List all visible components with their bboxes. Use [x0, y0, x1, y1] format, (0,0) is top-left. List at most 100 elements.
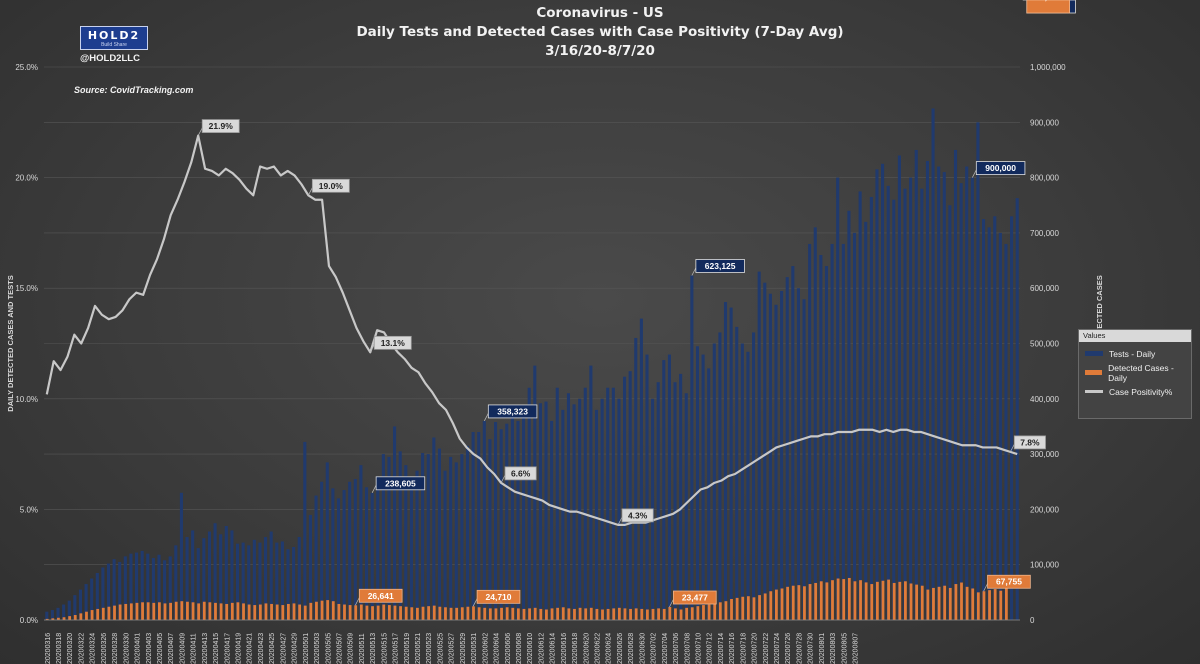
cases-bar: [169, 602, 172, 620]
tests-bar: [611, 387, 615, 620]
cases-bar: [219, 603, 223, 620]
tests-bar: [247, 545, 251, 620]
cases-bar: [601, 609, 604, 620]
cases-data-label: 24,710: [486, 592, 512, 602]
cases-bar: [993, 589, 997, 620]
cases-bar: [163, 603, 167, 620]
cases-bar: [724, 601, 728, 620]
positivity-label: 4.3%: [628, 510, 648, 520]
legend-title: Values: [1079, 330, 1191, 342]
tests-bar: [875, 169, 879, 620]
tests-bar: [241, 542, 245, 620]
tests-bar: [426, 454, 430, 620]
title-line-1: Coronavirus - US: [536, 5, 664, 21]
cases-bar: [225, 603, 229, 620]
cases-bar: [287, 603, 290, 620]
tests-bar: [286, 549, 290, 620]
tests-bar: [533, 365, 537, 620]
x-tick-label: 20200322: [78, 633, 85, 664]
tests-bar: [488, 439, 492, 620]
cases-bar: [932, 587, 935, 620]
cases-bar: [337, 603, 341, 620]
tests-bar: [151, 558, 155, 620]
cases-bar: [915, 584, 919, 620]
tests-bar: [561, 409, 565, 620]
tests-bar: [314, 495, 318, 620]
x-tick-label: 20200730: [808, 633, 815, 664]
tests-data-label-box: [695, 259, 745, 273]
cases-bar: [674, 608, 677, 620]
tests-bar: [230, 530, 234, 620]
tests-bar: [292, 547, 296, 620]
cases-bar: [943, 585, 947, 620]
cases-bar: [157, 602, 161, 620]
x-tick-label: 20200807: [853, 633, 860, 664]
left-axis-tick: 25.0%: [15, 63, 38, 72]
tests-bar: [566, 393, 571, 620]
chart-legend: Values Tests - Daily Detected Cases - Da…: [1078, 329, 1192, 419]
cases-bar: [444, 607, 447, 620]
tests-bar: [123, 556, 127, 620]
cases-bar: [545, 609, 548, 620]
cases-bar: [253, 605, 257, 620]
x-tick-label: 20200515: [381, 633, 388, 664]
tests-bar: [460, 454, 464, 620]
x-tick-label: 20200628: [628, 633, 635, 664]
x-tick-label: 20200425: [269, 633, 276, 664]
positivity-label-box: [311, 178, 350, 193]
cases-bar: [814, 582, 818, 620]
cases-bar: [763, 593, 767, 620]
cases-bar: [965, 586, 969, 620]
tests-bar: [970, 177, 974, 620]
tests-bar: [740, 343, 744, 620]
x-tick-label: 20200612: [538, 633, 545, 664]
cases-bar: [988, 590, 991, 620]
tests-bar: [224, 525, 228, 620]
left-axis-title: DAILY DETECTED CASES AND TESTS: [6, 275, 15, 411]
tests-bar: [858, 191, 862, 620]
x-tick-label: 20200604: [494, 633, 501, 664]
cases-bar: [690, 607, 694, 620]
tests-bar: [982, 219, 986, 620]
right-axis-tick: 300,000: [1030, 450, 1059, 459]
tests-bar: [465, 445, 470, 620]
cases-bar: [836, 578, 840, 620]
tests-bar: [780, 290, 784, 620]
positivity-label: 13.1%: [381, 338, 406, 348]
tests-bar: [589, 365, 593, 620]
cases-bar: [819, 581, 823, 620]
tests-bar: [998, 232, 1002, 620]
cases-bar: [870, 584, 874, 620]
tests-bar: [50, 610, 54, 620]
tests-bar: [937, 166, 941, 621]
tests-bar: [219, 534, 223, 620]
x-tick-label: 20200531: [471, 633, 478, 664]
tests-bar: [953, 149, 958, 620]
cases-bar: [797, 585, 801, 620]
cases-bar: [292, 603, 296, 620]
tests-bar: [101, 567, 105, 620]
tests-bar: [993, 216, 997, 620]
tests-bar: [673, 382, 677, 620]
positivity-label: 6.6%: [511, 468, 531, 478]
tests-bar: [555, 387, 559, 620]
tests-bar: [342, 490, 346, 620]
cases-bar: [567, 608, 571, 620]
cases-bar: [101, 607, 105, 620]
x-tick-label: 20200330: [123, 633, 130, 664]
cases-bar: [668, 607, 672, 620]
tests-bar: [275, 542, 279, 620]
positivity-line: [45, 134, 1018, 526]
x-tick-label: 20200608: [516, 633, 523, 664]
tests-bar: [808, 243, 812, 620]
x-tick-label: 20200720: [752, 633, 759, 664]
x-tick-label: 20200511: [359, 633, 366, 664]
tests-bar: [662, 360, 666, 620]
x-tick-label: 20200509: [348, 633, 355, 664]
x-tick-label: 20200718: [740, 633, 747, 664]
right-axis-tick: 600,000: [1030, 284, 1059, 293]
tests-bar: [325, 462, 329, 620]
tests-bar: [836, 177, 840, 620]
tests-data-label: 238,605: [385, 478, 416, 488]
cases-bar: [702, 605, 705, 620]
